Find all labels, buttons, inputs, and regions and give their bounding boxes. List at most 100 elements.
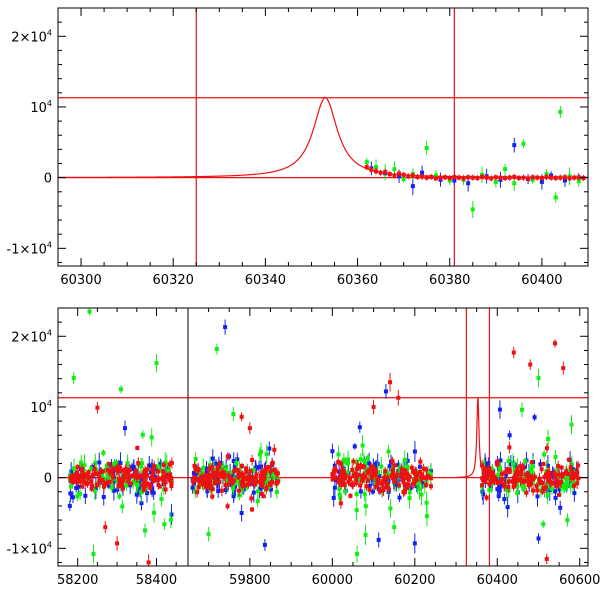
red-data-point [495, 480, 500, 485]
green-data-point [358, 457, 363, 462]
green-data-point [493, 179, 498, 184]
blue-data-point [367, 483, 372, 488]
red-data-point [576, 175, 581, 180]
green-data-point [541, 522, 546, 527]
red-data-point [216, 479, 221, 484]
blue-data-point [204, 466, 209, 471]
blue-data-point [414, 484, 419, 489]
red-data-point [80, 468, 85, 473]
blue-data-point [412, 449, 417, 454]
green-data-point [549, 487, 554, 492]
green-data-point [255, 489, 260, 494]
green-data-point [503, 167, 508, 172]
blue-data-point [547, 487, 552, 492]
red-data-point [420, 472, 425, 477]
red-data-point [167, 476, 172, 481]
red-data-point [270, 480, 275, 485]
red-data-point [529, 481, 534, 486]
red-outlier-point [247, 426, 252, 431]
red-data-point [73, 475, 78, 480]
red-data-point [515, 467, 520, 472]
red-data-point [518, 464, 523, 469]
red-data-point [530, 477, 535, 482]
red-data-point [150, 478, 155, 483]
red-outlier-point [396, 395, 401, 400]
red-data-point [161, 469, 166, 474]
green-data-point [93, 460, 98, 465]
green-outlier-point [162, 522, 167, 527]
red-outlier-point [103, 525, 108, 530]
red-data-point [342, 482, 347, 487]
green-data-point [166, 468, 171, 473]
red-data-point [199, 474, 204, 479]
x-tick-label: 60340 [245, 273, 286, 288]
red-data-point [500, 477, 505, 482]
red-data-point [239, 480, 244, 485]
red-data-point [268, 469, 273, 474]
blue-data-point [134, 492, 139, 497]
green-data-point [512, 467, 517, 472]
red-data-point [567, 176, 572, 181]
red-data-point [220, 474, 225, 479]
red-data-point [495, 462, 500, 467]
red-data-point [351, 473, 356, 478]
red-data-point [392, 173, 397, 178]
red-data-point [399, 467, 404, 472]
red-data-point [250, 507, 255, 512]
blue-data-point [512, 143, 517, 148]
green-data-point [239, 476, 244, 481]
red-data-point [480, 174, 484, 179]
green-data-point [337, 486, 342, 491]
blue-data-point [535, 494, 540, 499]
green-data-point [470, 207, 475, 212]
red-data-point [274, 470, 279, 475]
red-data-point [75, 470, 80, 475]
green-data-point [428, 472, 433, 477]
red-data-point [127, 468, 132, 473]
red-data-point [126, 474, 131, 479]
red-data-point [373, 470, 378, 475]
y-tick-label: -1×104 [7, 540, 53, 557]
red-data-point [406, 478, 411, 483]
x-tick-label: 58400 [136, 573, 177, 588]
blue-data-point [139, 501, 144, 506]
green-data-point [156, 464, 161, 469]
red-data-point [240, 472, 245, 477]
red-data-point [102, 484, 107, 489]
red-data-point [535, 175, 540, 180]
blue-data-point [268, 487, 273, 492]
red-data-point [424, 467, 429, 472]
blue-data-point [370, 489, 375, 494]
red-data-point [107, 479, 112, 484]
red-data-point [111, 475, 116, 480]
green-data-point [424, 514, 429, 519]
red-data-point [407, 474, 412, 479]
blue-data-point [151, 490, 156, 495]
red-data-point [107, 461, 112, 466]
red-data-point [433, 176, 438, 181]
red-data-point [260, 480, 265, 485]
red-data-point [381, 485, 386, 490]
red-data-point [76, 478, 81, 483]
blue-outlier-point [536, 536, 541, 541]
red-data-point [219, 488, 224, 493]
red-data-point [249, 496, 254, 501]
red-data-point [222, 475, 227, 480]
red-data-point [558, 175, 563, 180]
green-data-point [164, 461, 169, 466]
red-data-point [502, 484, 507, 489]
green-outlier-point [214, 346, 219, 351]
y-tick-label: 2×104 [11, 28, 52, 45]
red-data-point [554, 484, 559, 489]
blue-data-point [562, 178, 567, 183]
blue-data-point [337, 469, 342, 474]
red-data-point [143, 469, 148, 474]
green-data-point [140, 432, 145, 437]
blue-data-point [410, 184, 415, 189]
red-data-point [417, 470, 422, 475]
red-data-point [253, 475, 258, 480]
red-data-point [510, 479, 515, 484]
blue-data-point [118, 461, 123, 466]
red-data-point [570, 472, 575, 477]
red-data-point [242, 483, 247, 488]
